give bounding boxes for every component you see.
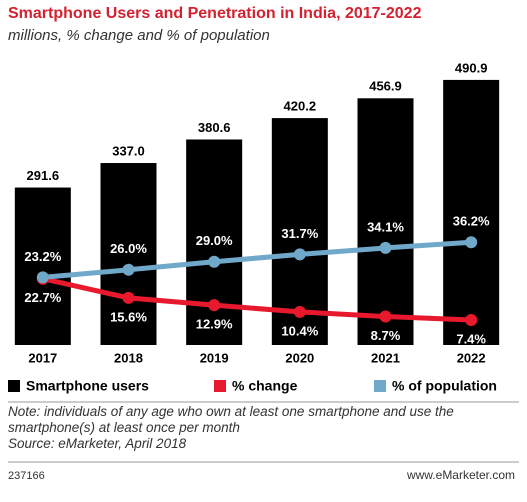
legend-label: % change xyxy=(232,378,298,394)
line-point xyxy=(122,291,135,304)
legend-label: Smartphone users xyxy=(26,378,149,394)
bar-value-label: 490.9 xyxy=(455,60,488,75)
line-point xyxy=(379,241,392,254)
x-tick-label: 2019 xyxy=(200,350,229,365)
line-value-label: 34.1% xyxy=(367,219,404,234)
line-point xyxy=(36,271,49,284)
line-value-label: 7.4% xyxy=(456,331,486,346)
line-point xyxy=(379,310,392,323)
bar-value-label: 337.0 xyxy=(112,143,145,158)
x-tick-label: 2017 xyxy=(28,350,57,365)
legend-label: % of population xyxy=(392,378,497,394)
line-point xyxy=(293,248,306,261)
line-value-label: 12.9% xyxy=(196,317,233,332)
website: www.eMarketer.com xyxy=(406,468,515,482)
line-value-label: 15.6% xyxy=(110,309,147,324)
line-point xyxy=(122,263,135,276)
bar-value-label: 291.6 xyxy=(27,168,60,183)
source: Source: eMarketer, April 2018 xyxy=(8,436,187,451)
line xyxy=(42,239,472,280)
line-point xyxy=(293,305,306,318)
line-point xyxy=(465,236,478,249)
legend-swatch xyxy=(8,380,20,392)
chart-subtitle: millions, % change and % of population xyxy=(8,27,270,44)
line-value-label: 26.0% xyxy=(110,241,147,256)
bar-value-label: 420.2 xyxy=(284,99,317,114)
bar xyxy=(443,79,500,345)
x-tick-label: 2020 xyxy=(285,350,314,365)
x-tick-label: 2018 xyxy=(114,350,143,365)
note: Note: individuals of any age who own at … xyxy=(8,404,454,435)
note-box: Note: individuals of any age who own at … xyxy=(8,404,522,452)
line xyxy=(42,276,472,323)
legend-swatch xyxy=(374,380,386,392)
line-value-label: 29.0% xyxy=(196,233,233,248)
note-wrap: Note: individuals of any age who own at … xyxy=(8,404,522,452)
line-point xyxy=(465,314,478,327)
chart-id: 237166 xyxy=(8,470,45,482)
legend-swatch xyxy=(214,380,226,392)
x-tick-label: 2022 xyxy=(457,350,486,365)
line-point xyxy=(208,299,221,312)
line-value-label: 36.2% xyxy=(453,214,490,229)
line-value-label: 10.4% xyxy=(281,323,318,338)
bar xyxy=(100,163,157,345)
bar xyxy=(357,98,414,345)
x-tick-label: 2021 xyxy=(371,350,400,365)
bar-value-label: 380.6 xyxy=(198,120,231,135)
line-value-label: 31.7% xyxy=(281,226,318,241)
line-value-label: 23.2% xyxy=(24,249,61,264)
bar xyxy=(14,187,71,345)
line-value-label: 8.7% xyxy=(371,328,401,343)
line-value-label: 22.7% xyxy=(24,290,61,305)
line-point xyxy=(208,255,221,268)
bar-value-label: 456.9 xyxy=(369,79,402,94)
chart-title: Smartphone Users and Penetration in Indi… xyxy=(8,5,422,22)
